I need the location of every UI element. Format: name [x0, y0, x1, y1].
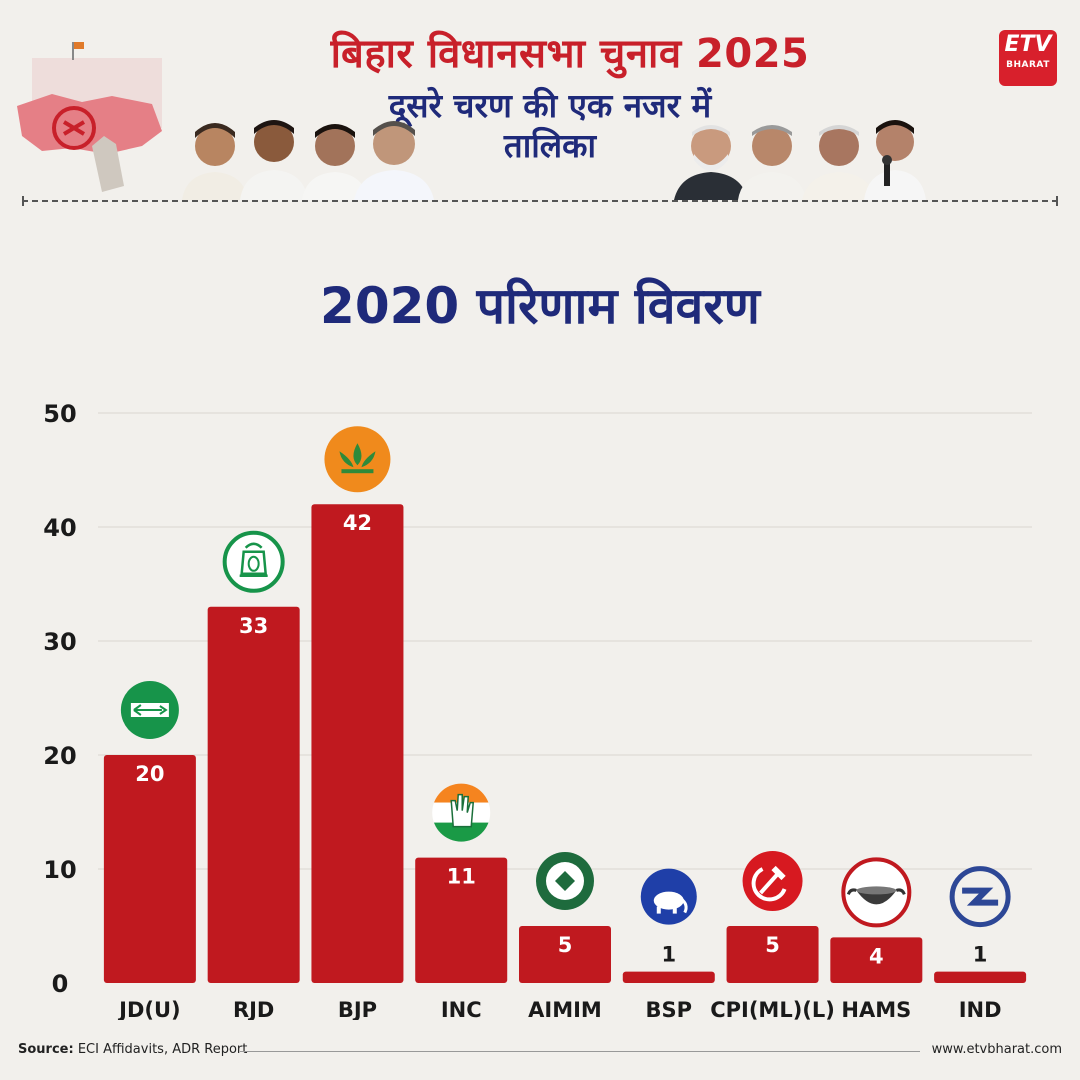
leader-portrait: [864, 120, 926, 200]
bar: [519, 926, 611, 983]
leader-portrait: [182, 123, 248, 200]
data-label: 4: [869, 944, 884, 968]
header: बिहार विधानसभा चुनाव 2025 दूसरे चरण की ए…: [0, 0, 1080, 205]
x-tick-label: CPI(ML)(L): [710, 998, 835, 1020]
leader-portrait: [802, 125, 876, 200]
x-tick-label: BSP: [646, 998, 693, 1020]
x-tick-label: AIMIM: [528, 998, 602, 1020]
y-tick-label: 40: [43, 514, 76, 542]
divider-cap-right: [1056, 196, 1058, 206]
arrow-icon: [120, 681, 179, 739]
etv-bharat-logo: ETV BHARAT: [999, 30, 1057, 86]
leader-portrait: [354, 121, 434, 200]
website-url: www.etvbharat.com: [931, 1042, 1062, 1057]
hammer-sickle-icon: [742, 851, 803, 911]
logo-text: ETV: [1004, 32, 1052, 57]
bihar-map-voting-icon: [17, 42, 162, 192]
x-tick-label: BJP: [338, 998, 377, 1020]
bar: [103, 755, 196, 983]
kite-icon: [536, 852, 594, 910]
bar: [830, 937, 923, 983]
data-label: 11: [447, 865, 476, 889]
bar: [622, 971, 715, 983]
elephant-icon: [640, 868, 697, 925]
lantern-icon: [222, 530, 285, 593]
y-tick-label: 0: [52, 970, 69, 998]
data-label: 42: [343, 511, 372, 535]
main-title: बिहार विधानसभा चुनाव 2025: [330, 31, 810, 77]
leader-portrait: [240, 120, 308, 200]
header-divider: [22, 200, 1058, 202]
lotus-icon: [324, 426, 391, 493]
data-label: 33: [239, 614, 268, 638]
subtitle-table: तालिका: [503, 126, 597, 165]
chart-title: 2020 परिणाम विवरण: [320, 277, 760, 335]
source-note: Source: ECI Affidavits, ADR Report: [18, 1042, 247, 1057]
data-label: 20: [135, 762, 164, 786]
data-label: 1: [661, 943, 676, 967]
y-tick-label: 50: [43, 400, 76, 428]
bar: [207, 606, 300, 983]
x-tick-label: INC: [441, 998, 482, 1020]
bar: [311, 504, 404, 983]
data-label: 5: [558, 933, 573, 957]
bar: [934, 971, 1027, 983]
leader-portrait: [302, 124, 368, 200]
data-label: 5: [765, 933, 780, 957]
y-tick-label: 30: [43, 628, 76, 656]
y-tick-label: 10: [43, 856, 76, 884]
x-tick-label: IND: [959, 998, 1002, 1020]
source-label: Source:: [18, 1042, 74, 1057]
hand-icon: [432, 783, 491, 842]
logo-subtext: BHARAT: [1006, 60, 1050, 70]
y-tick-label: 20: [43, 742, 76, 770]
x-tick-label: HAMS: [841, 998, 911, 1020]
bar: [726, 926, 819, 983]
source-text: ECI Affidavits, ADR Report: [77, 1042, 248, 1057]
leader-portrait: [738, 125, 806, 200]
ind-symbol-icon: [949, 866, 1011, 928]
data-label: 1: [973, 943, 988, 967]
x-tick-label: RJD: [233, 998, 274, 1020]
subtitle: दूसरे चरण की एक नजर में: [388, 86, 712, 125]
bar: [415, 857, 508, 983]
wok-icon: [841, 857, 912, 928]
x-tick-label: JD(U): [117, 998, 181, 1020]
divider-cap-left: [22, 196, 24, 206]
footer-rule: [240, 1051, 920, 1052]
leader-portrait: [674, 125, 748, 200]
